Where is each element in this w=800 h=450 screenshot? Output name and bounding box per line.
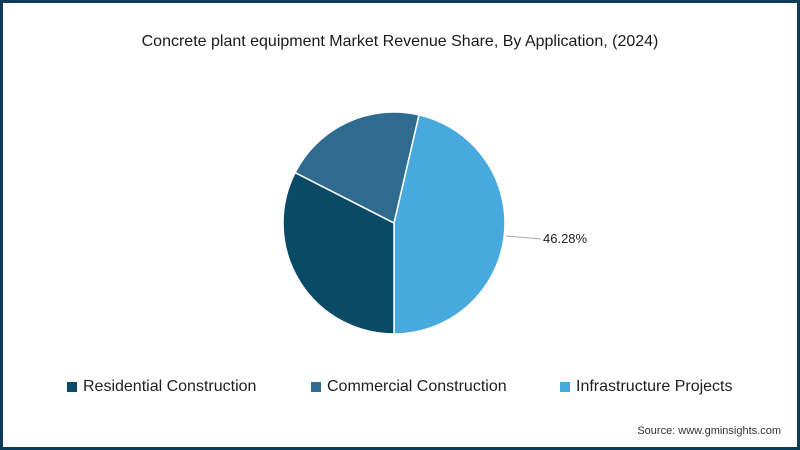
legend-label: Commercial Construction: [327, 378, 507, 395]
data-label-infrastructure: 46.28%: [543, 231, 588, 246]
legend-item-residential[interactable]: Residential Construction: [67, 378, 256, 396]
legend-label: Infrastructure Projects: [576, 378, 733, 395]
data-label-leader-line: [505, 235, 542, 240]
legend-swatch-icon: [67, 382, 77, 392]
legend-swatch-icon: [311, 382, 321, 392]
chart-title: Concrete plant equipment Market Revenue …: [141, 33, 659, 50]
chart-legend: Residential Construction Commercial Cons…: [0, 378, 800, 402]
legend-item-commercial[interactable]: Commercial Construction: [311, 378, 507, 396]
source-note: Source: www.gminsights.com: [637, 425, 781, 437]
legend-label: Residential Construction: [83, 378, 257, 395]
legend-item-infrastructure[interactable]: Infrastructure Projects: [560, 378, 733, 396]
legend-swatch-icon: [560, 382, 570, 392]
pie-slice-commercial[interactable]: [294, 111, 420, 225]
pie-slice-infrastructure[interactable]: [393, 113, 506, 335]
pie-slice-residential[interactable]: [282, 171, 395, 335]
